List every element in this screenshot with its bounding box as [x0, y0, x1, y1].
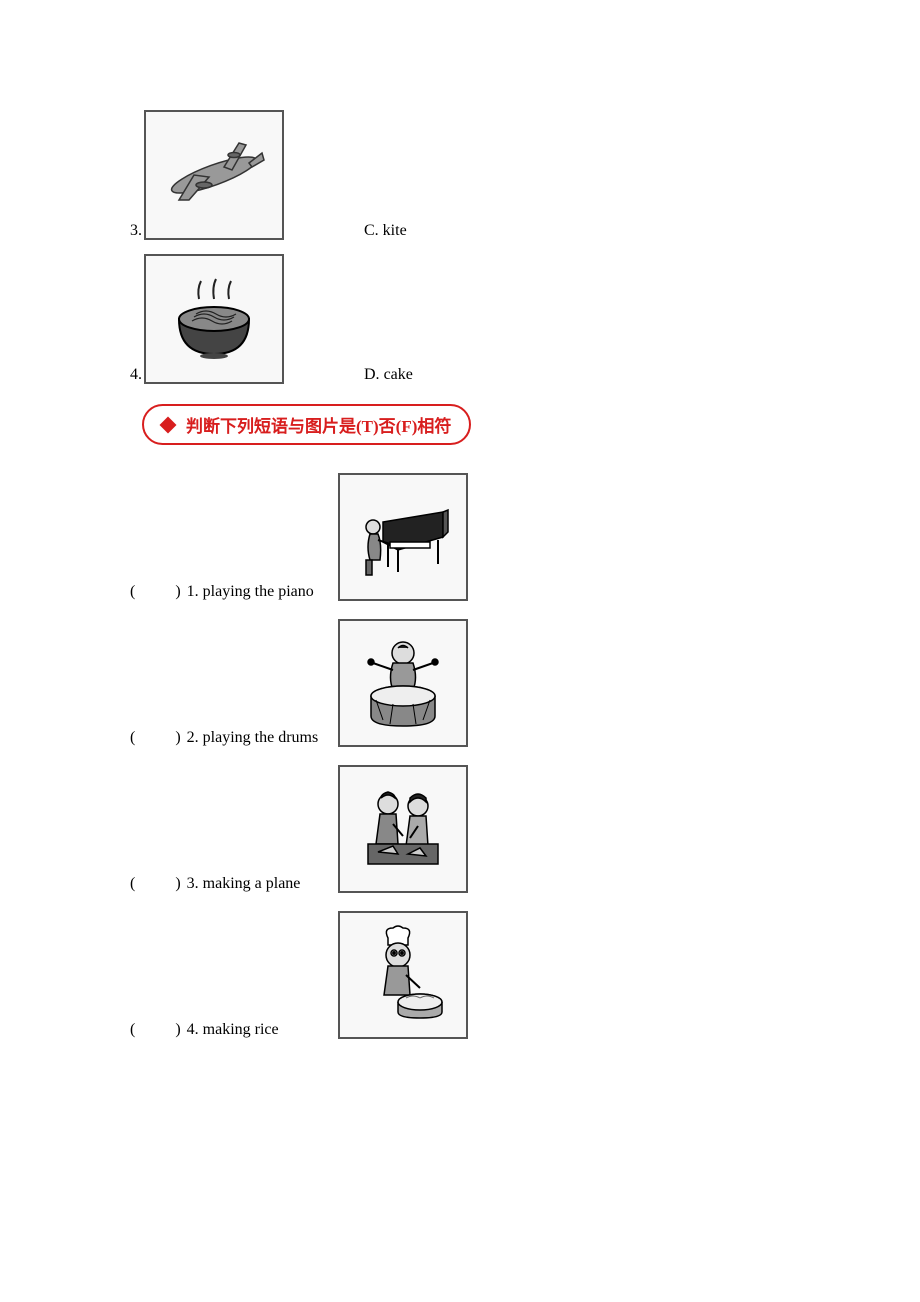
- paren-close: ): [175, 729, 180, 747]
- diamond-icon: [160, 416, 177, 433]
- making-icon: [348, 774, 458, 884]
- tf-phrase: playing the piano: [203, 583, 314, 601]
- match-number: 3.: [130, 222, 142, 240]
- match-number: 4.: [130, 366, 142, 384]
- tf-phrase: playing the drums: [203, 729, 319, 747]
- section-header-tf: 判断下列短语与图片是(T)否(F)相符: [142, 404, 471, 445]
- tf-image-drum: [338, 619, 468, 747]
- match-image-plane: [144, 110, 284, 240]
- tf-number: 4.: [187, 1021, 199, 1039]
- paren-open: (: [130, 875, 135, 893]
- paren-open: (: [130, 729, 135, 747]
- tf-row-3: ( ) 3. making a plane: [130, 765, 790, 893]
- chef-icon: [348, 920, 458, 1030]
- tf-phrase: making a plane: [203, 875, 301, 893]
- tf-number: 2.: [187, 729, 199, 747]
- match-option-d: D. cake: [364, 366, 413, 384]
- match-row-4: 4. D. cake: [130, 254, 790, 384]
- tf-image-piano: [338, 473, 468, 601]
- paren-close: ): [175, 1021, 180, 1039]
- plane-icon: [154, 125, 274, 225]
- tf-phrase: making rice: [203, 1021, 279, 1039]
- paren-open: (: [130, 583, 135, 601]
- tf-label-4: ( ) 4. making rice: [130, 1021, 330, 1039]
- paren-close: ): [175, 875, 180, 893]
- match-row-3: 3. C. kite: [130, 110, 790, 240]
- tf-row-1: ( ) 1. playing the piano: [130, 473, 790, 601]
- tf-label-3: ( ) 3. making a plane: [130, 875, 330, 893]
- tf-row-2: ( ) 2. playing the drums: [130, 619, 790, 747]
- paren-close: ): [175, 583, 180, 601]
- tf-label-1: ( ) 1. playing the piano: [130, 583, 330, 601]
- match-image-noodles: [144, 254, 284, 384]
- drum-icon: [348, 628, 458, 738]
- tf-number: 1.: [187, 583, 199, 601]
- option-word: kite: [383, 222, 407, 239]
- option-letter: C.: [364, 222, 379, 239]
- option-word: cake: [384, 366, 413, 383]
- tf-image-chef: [338, 911, 468, 1039]
- section-title: 判断下列短语与图片是(T)否(F)相符: [186, 412, 451, 437]
- paren-open: (: [130, 1021, 135, 1039]
- noodles-icon: [154, 269, 274, 369]
- match-option-c: C. kite: [364, 222, 407, 240]
- option-letter: D.: [364, 366, 380, 383]
- piano-icon: [348, 482, 458, 592]
- tf-label-2: ( ) 2. playing the drums: [130, 729, 330, 747]
- tf-number: 3.: [187, 875, 199, 893]
- tf-image-making: [338, 765, 468, 893]
- tf-row-4: ( ) 4. making rice: [130, 911, 790, 1039]
